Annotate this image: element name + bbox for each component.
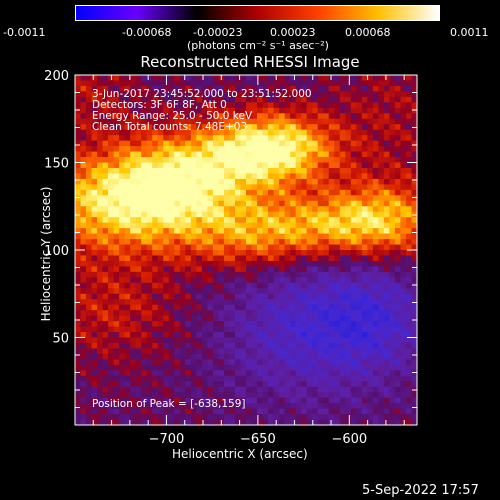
- colorbar-tick-0: -0.0011: [3, 26, 46, 39]
- colorbar-unit-label: (photons cm⁻² s⁻¹ asec⁻²): [187, 39, 329, 52]
- chart-title: Reconstructed RHESSI Image: [140, 53, 360, 71]
- colorbar: [75, 5, 440, 21]
- colorbar-tick-4: 0.00068: [345, 26, 391, 39]
- x-tick-label: −600: [331, 432, 367, 447]
- annotation-energy-range: Energy Range: 25.0 - 50.0 keV: [92, 110, 253, 122]
- y-tick-label: 50: [52, 332, 69, 347]
- x-axis-label: Heliocentric X (arcsec): [172, 447, 308, 461]
- y-tick-label: 150: [44, 157, 69, 172]
- annotation-time-range: 3-Jun-2017 23:45:52.000 to 23:51:52.000: [92, 88, 312, 100]
- colorbar-tick-5: 0.0011: [450, 26, 489, 39]
- x-tick-label: −650: [240, 432, 276, 447]
- colorbar-tick-2: -0.00023: [193, 26, 243, 39]
- annotation-total-counts: Clean Total counts: 7.48E+03: [92, 121, 247, 133]
- y-tick-label: 100: [44, 244, 69, 259]
- y-axis-label: Heliocentric Y (arcsec): [39, 186, 53, 322]
- x-tick-label: −700: [149, 432, 185, 447]
- annotation-detectors: Detectors: 3F 6F 8F, Att 0: [92, 99, 227, 111]
- y-tick-label: 200: [44, 69, 69, 84]
- axis-ticks: [75, 74, 417, 425]
- footer-timestamp: 5-Sep-2022 17:57: [362, 483, 479, 498]
- colorbar-tick-1: -0.00068: [122, 26, 172, 39]
- heatmap-image: [75, 75, 417, 425]
- annotation-peak-position: Position of Peak = [-638,159]: [92, 398, 246, 410]
- colorbar-tick-3: 0.00023: [270, 26, 316, 39]
